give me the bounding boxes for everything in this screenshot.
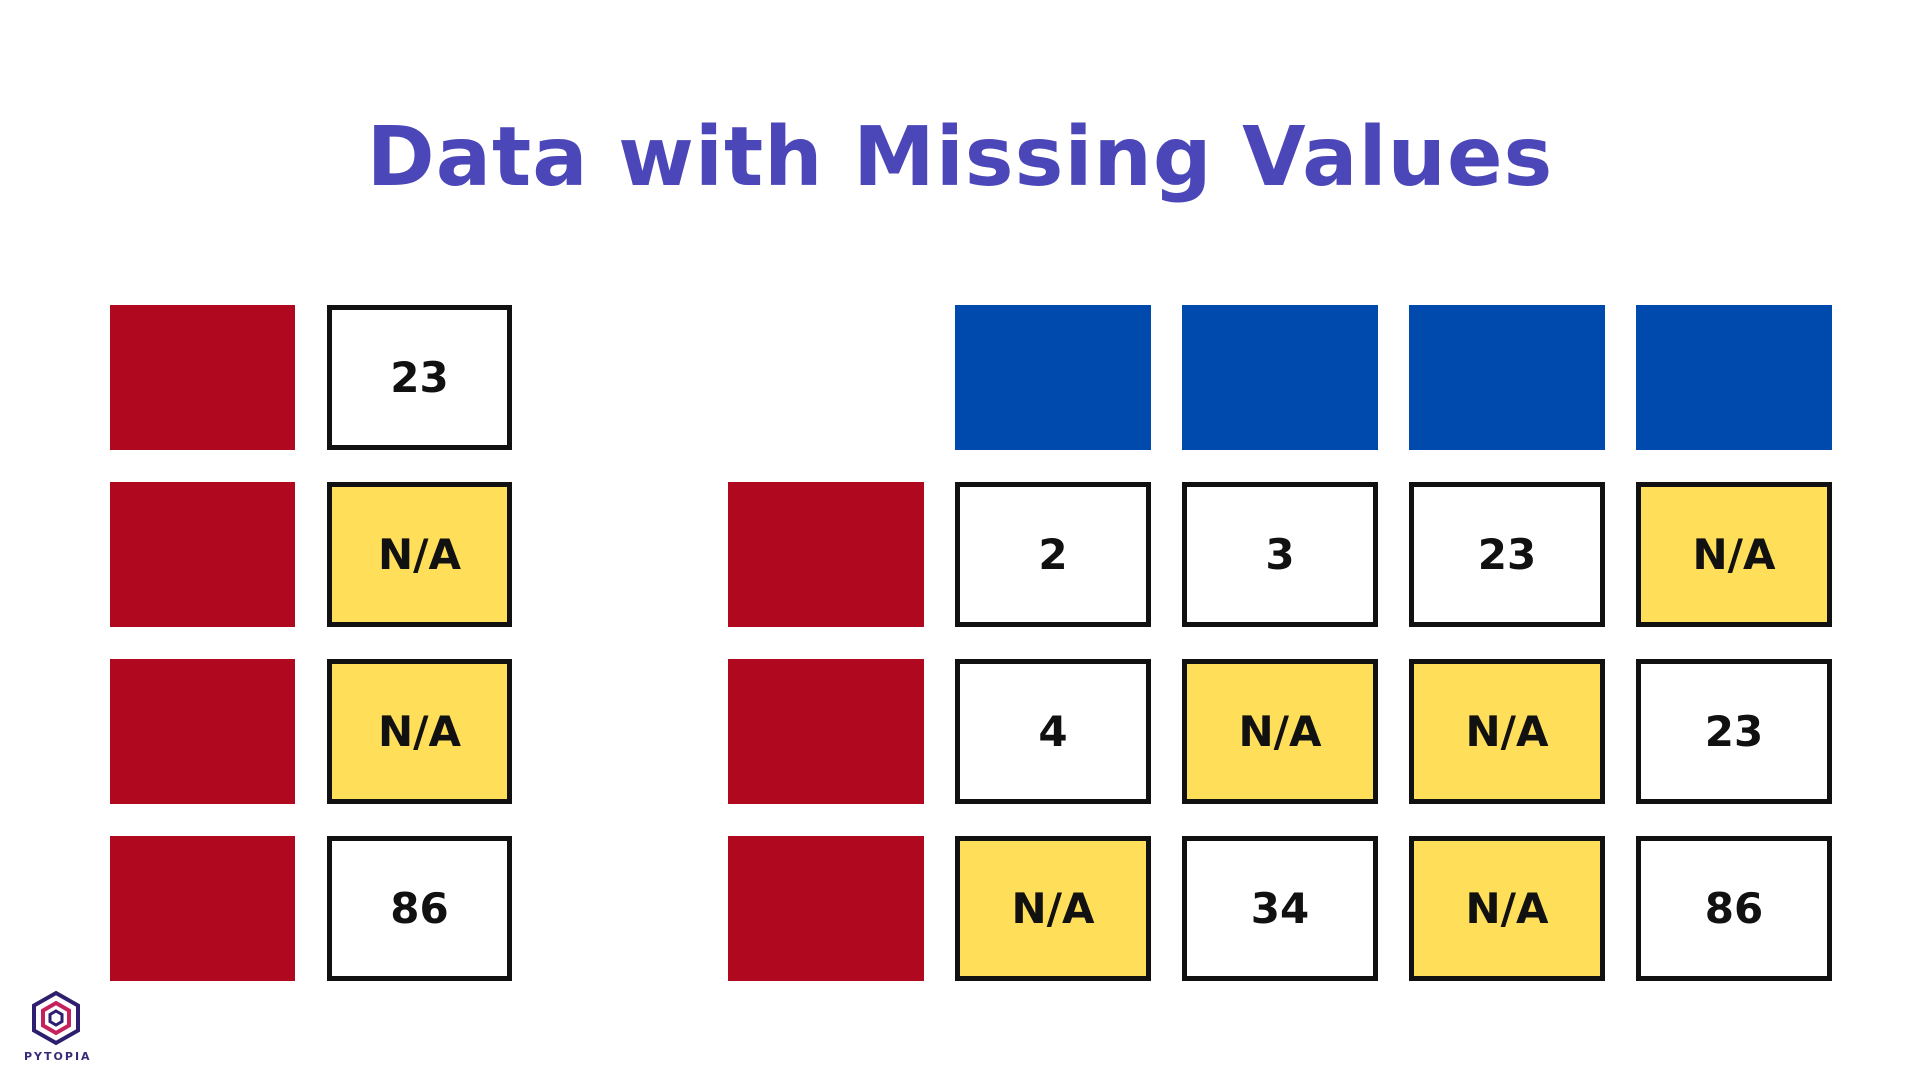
missing-value-cell: N/A <box>1409 836 1605 981</box>
column-header-block <box>1636 305 1832 450</box>
row-index-block <box>728 836 924 981</box>
column-header-block <box>1182 305 1378 450</box>
series-index-block <box>110 659 295 804</box>
value-cell: 3 <box>1182 482 1378 627</box>
value-cell: 86 <box>1636 836 1832 981</box>
value-cell: 2 <box>955 482 1151 627</box>
missing-value-cell: N/A <box>1636 482 1832 627</box>
missing-value-cell: N/A <box>327 482 512 627</box>
column-header-block <box>1409 305 1605 450</box>
logo-text: PYTOPIA <box>24 1050 92 1063</box>
series-index-block <box>110 482 295 627</box>
value-cell: 23 <box>1636 659 1832 804</box>
missing-value-cell: N/A <box>955 836 1151 981</box>
series-index-block <box>110 836 295 981</box>
missing-value-cell: N/A <box>1409 659 1605 804</box>
value-cell: 23 <box>327 305 512 450</box>
pytopia-logo: PYTOPIA <box>24 990 92 1070</box>
series-index-block <box>110 305 295 450</box>
row-index-block <box>728 659 924 804</box>
value-cell: 23 <box>1409 482 1605 627</box>
missing-value-cell: N/A <box>327 659 512 804</box>
hexagon-logo-icon <box>32 990 80 1046</box>
value-cell: 4 <box>955 659 1151 804</box>
row-index-block <box>728 482 924 627</box>
page-title: Data with Missing Values <box>366 110 1554 205</box>
value-cell: 86 <box>327 836 512 981</box>
value-cell: 34 <box>1182 836 1378 981</box>
column-header-block <box>955 305 1151 450</box>
missing-value-cell: N/A <box>1182 659 1378 804</box>
